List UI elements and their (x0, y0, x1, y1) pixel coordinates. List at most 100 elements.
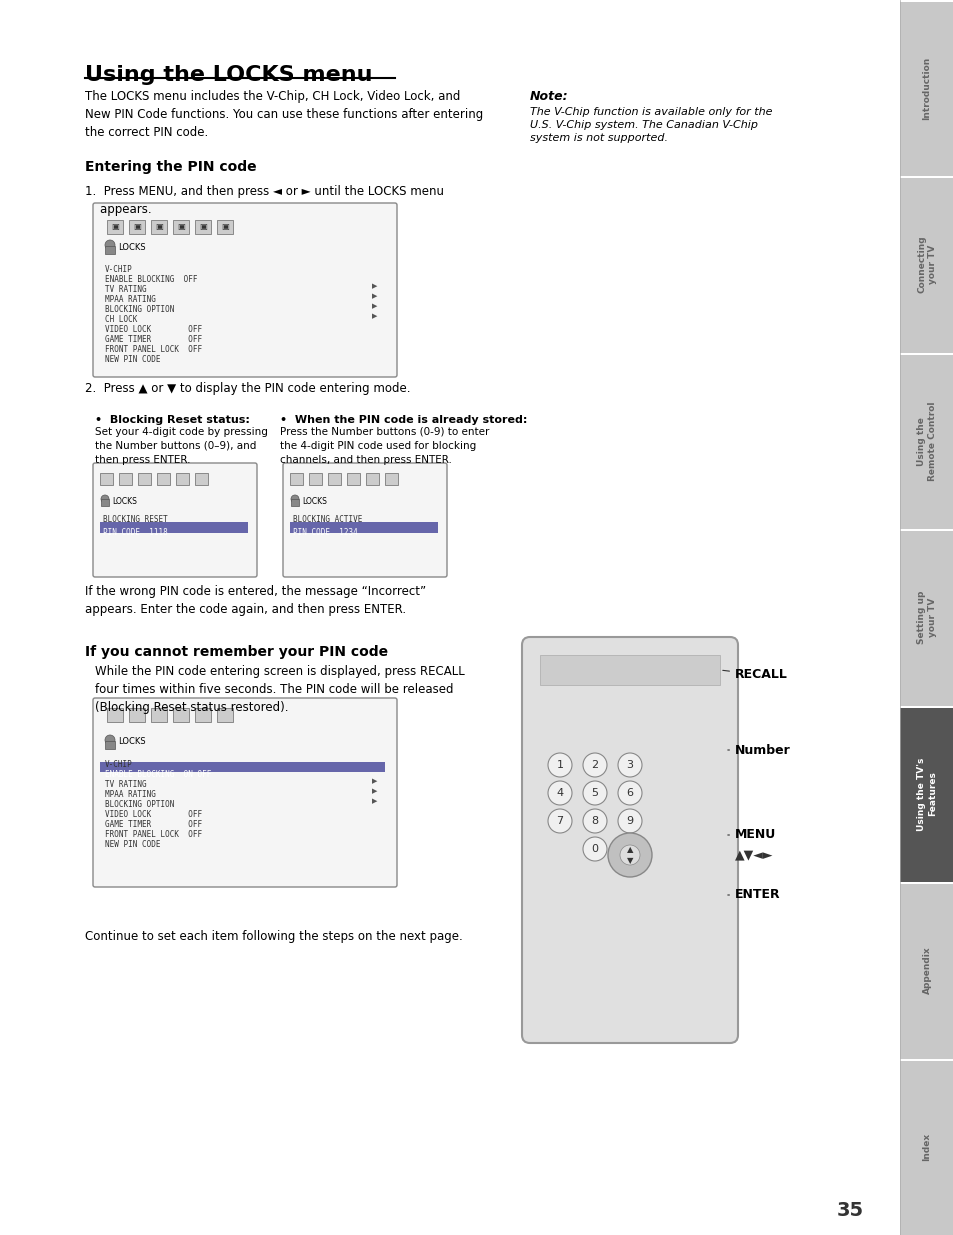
Bar (899, 2, 953, 177)
Bar (290, 522, 437, 534)
Bar (899, 708, 953, 882)
Circle shape (291, 495, 298, 503)
Bar (347, 473, 359, 485)
Text: 0: 0 (591, 844, 598, 853)
Text: 35: 35 (836, 1200, 862, 1219)
Text: 6: 6 (626, 788, 633, 798)
Text: LOCKS: LOCKS (118, 737, 146, 746)
Text: ▶: ▶ (372, 312, 377, 319)
Circle shape (607, 832, 651, 877)
Text: MPAA RATING: MPAA RATING (105, 790, 155, 799)
Bar (100, 762, 385, 772)
Circle shape (105, 240, 115, 249)
Bar (899, 884, 953, 1058)
Text: FRONT PANEL LOCK  OFF: FRONT PANEL LOCK OFF (105, 830, 202, 839)
Circle shape (582, 809, 606, 832)
Text: 2.  Press ▲ or ▼ to display the PIN code entering mode.: 2. Press ▲ or ▼ to display the PIN code … (85, 382, 410, 395)
Text: VIDEO LOCK        OFF: VIDEO LOCK OFF (105, 810, 202, 819)
Text: ▲
▼: ▲ ▼ (626, 845, 633, 864)
Text: •  Blocking Reset status:: • Blocking Reset status: (95, 415, 250, 425)
Text: NEW PIN CODE: NEW PIN CODE (105, 840, 160, 848)
Text: V-CHIP: V-CHIP (105, 266, 132, 274)
Bar (539, 655, 720, 685)
Bar (157, 473, 170, 485)
Text: CH LOCK: CH LOCK (105, 315, 137, 324)
Text: GAME TIMER        OFF: GAME TIMER OFF (105, 820, 202, 829)
Text: 9: 9 (626, 816, 633, 826)
Text: Press the Number buttons (0-9) to enter
the 4-digit PIN code used for blocking
c: Press the Number buttons (0-9) to enter … (280, 427, 489, 466)
Text: 2: 2 (591, 760, 598, 769)
Text: VIDEO LOCK        OFF: VIDEO LOCK OFF (105, 325, 202, 333)
Text: The V-Chip function is available only for the
U.S. V-Chip system. The Canadian V: The V-Chip function is available only fo… (530, 107, 772, 143)
Bar (216, 220, 233, 233)
Text: ▶: ▶ (372, 283, 377, 289)
Circle shape (582, 753, 606, 777)
FancyBboxPatch shape (92, 698, 396, 887)
Text: Using the LOCKS menu: Using the LOCKS menu (85, 65, 372, 85)
Text: PIN CODE  1118: PIN CODE 1118 (103, 529, 168, 537)
Text: ▶: ▶ (372, 788, 377, 794)
Bar (175, 473, 189, 485)
Text: Using the
Remote Control: Using the Remote Control (917, 401, 936, 480)
FancyBboxPatch shape (521, 637, 738, 1044)
Text: If you cannot remember your PIN code: If you cannot remember your PIN code (85, 645, 388, 659)
Text: TV RATING: TV RATING (105, 781, 147, 789)
Text: LOCKS: LOCKS (302, 496, 327, 505)
Text: ENTER: ENTER (727, 888, 780, 902)
Text: 5: 5 (591, 788, 598, 798)
Text: MPAA RATING: MPAA RATING (105, 295, 155, 304)
FancyBboxPatch shape (92, 203, 396, 377)
Bar (107, 220, 123, 233)
Circle shape (618, 781, 641, 805)
Circle shape (618, 809, 641, 832)
Bar (328, 473, 340, 485)
Text: NEW PIN CODE: NEW PIN CODE (105, 354, 160, 364)
Bar (899, 1061, 953, 1235)
Bar (119, 473, 132, 485)
Text: ▣: ▣ (111, 222, 119, 231)
Text: Index: Index (922, 1132, 930, 1161)
Text: 4: 4 (556, 788, 563, 798)
Bar (290, 473, 303, 485)
Text: The LOCKS menu includes the V-Chip, CH Lock, Video Lock, and
New PIN Code functi: The LOCKS menu includes the V-Chip, CH L… (85, 90, 483, 140)
FancyBboxPatch shape (92, 463, 256, 577)
Circle shape (101, 495, 109, 503)
Text: Setting up
your TV: Setting up your TV (917, 590, 936, 645)
Text: LOCKS: LOCKS (118, 242, 146, 252)
Bar (899, 178, 953, 353)
Text: BLOCKING OPTION: BLOCKING OPTION (105, 305, 174, 314)
Circle shape (547, 753, 572, 777)
Circle shape (547, 809, 572, 832)
Bar (899, 354, 953, 530)
Bar (172, 220, 189, 233)
Circle shape (547, 781, 572, 805)
Bar (194, 220, 211, 233)
Text: ▣: ▣ (155, 222, 163, 231)
Text: MENU: MENU (727, 829, 776, 841)
Circle shape (582, 781, 606, 805)
Text: V-CHIP: V-CHIP (105, 760, 132, 769)
Text: PIN CODE  1234: PIN CODE 1234 (293, 529, 357, 537)
Text: RECALL: RECALL (722, 668, 787, 682)
Text: Connecting
your TV: Connecting your TV (917, 236, 936, 294)
Text: 7: 7 (556, 816, 563, 826)
Text: Continue to set each item following the steps on the next page.: Continue to set each item following the … (85, 930, 462, 944)
Bar (107, 708, 123, 722)
Text: GAME TIMER        OFF: GAME TIMER OFF (105, 335, 202, 345)
Text: ▲▼◄►: ▲▼◄► (734, 848, 773, 862)
Text: 8: 8 (591, 816, 598, 826)
Text: Entering the PIN code: Entering the PIN code (85, 161, 256, 174)
Bar (309, 473, 322, 485)
Bar (129, 708, 145, 722)
Bar (138, 473, 151, 485)
Bar (129, 220, 145, 233)
Bar (385, 473, 397, 485)
Text: ENABLE BLOCKING  OFF: ENABLE BLOCKING OFF (105, 275, 197, 284)
Bar (105, 246, 115, 254)
Bar (194, 708, 211, 722)
Bar (366, 473, 378, 485)
Bar (172, 708, 189, 722)
Text: Note:: Note: (530, 90, 568, 103)
Text: ENABLE BLOCKING  ON OFF: ENABLE BLOCKING ON OFF (105, 769, 212, 779)
Text: 1.  Press MENU, and then press ◄ or ► until the LOCKS menu
    appears.: 1. Press MENU, and then press ◄ or ► unt… (85, 185, 443, 216)
